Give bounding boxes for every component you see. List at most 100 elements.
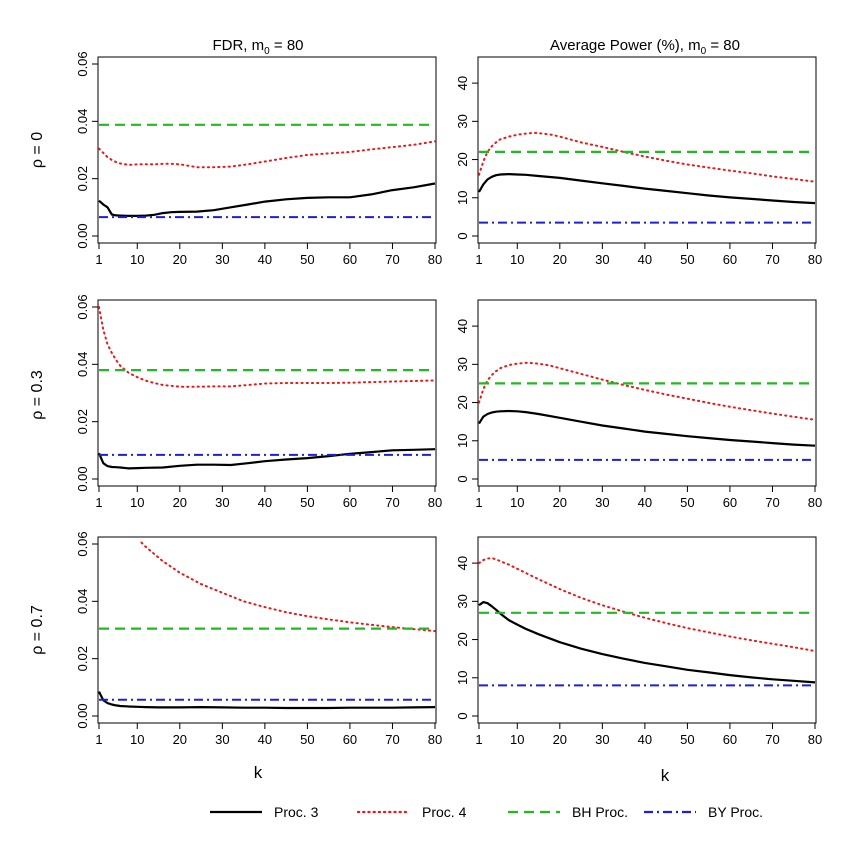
y-tick-label: 10 — [455, 434, 470, 448]
y-tick-label: 0.06 — [75, 51, 90, 76]
panel-power-rho-0.3: 0 10 20 30 40 1 10 20 30 40 50 60 70 80 — [455, 299, 822, 510]
x-tick-label: 70 — [765, 252, 779, 267]
y-tick-label: 0 — [455, 475, 470, 482]
x-tick-label: 10 — [510, 252, 524, 267]
plot-frame — [97, 536, 437, 724]
x-tick-label: 20 — [553, 495, 567, 510]
x-tick-label: 80 — [428, 495, 442, 510]
x-tick-label: 10 — [130, 495, 144, 510]
row-label-rho-0: ρ = 0 — [29, 132, 46, 168]
legend-label: Proc. 3 — [274, 804, 319, 820]
y-tick-label: 40 — [455, 319, 470, 333]
series-line-proc-3 — [478, 600, 816, 684]
x-tick-label: 20 — [173, 495, 187, 510]
x-tick-label: 80 — [428, 252, 442, 267]
x-axis-label-right: k — [661, 766, 670, 785]
x-tick-label: 70 — [385, 252, 399, 267]
col-title-fdr: FDR, m0 = 80 — [212, 37, 303, 57]
x-tick-label: 60 — [723, 495, 737, 510]
y-tick-label: 0.04 — [75, 109, 90, 134]
plot-frame — [97, 56, 437, 244]
y-tick-label: 0.04 — [75, 352, 90, 377]
x-tick-label: 40 — [258, 495, 272, 510]
x-tick-label: 20 — [173, 732, 187, 747]
x-tick-label: 70 — [765, 732, 779, 747]
x-tick-label: 40 — [638, 252, 652, 267]
plot-frame — [477, 56, 817, 244]
x-tick-label: 50 — [300, 495, 314, 510]
plot-frame — [97, 299, 437, 487]
series-line-proc-3 — [478, 173, 816, 205]
legend-label: Proc. 4 — [422, 804, 467, 820]
y-tick-label: 0 — [455, 232, 470, 239]
row-label-rho-0.3: ρ = 0.3 — [29, 370, 46, 420]
x-tick-label: 40 — [638, 495, 652, 510]
x-tick-label: 10 — [130, 252, 144, 267]
plot-frame — [477, 536, 817, 724]
x-tick-label: 1 — [95, 252, 102, 267]
y-tick-label: 20 — [455, 152, 470, 166]
plot-frame — [477, 299, 817, 487]
x-tick-label: 50 — [680, 732, 694, 747]
col-title-power: Average Power (%), m0 = 80 — [550, 37, 740, 57]
panel-fdr-rho-0: 0.00 0.02 0.04 0.06 1 10 20 30 40 50 60 70 80 — [75, 51, 442, 267]
y-tick-label: 30 — [455, 594, 470, 608]
y-tick-label: 40 — [455, 556, 470, 570]
series-line-proc-4 — [478, 557, 816, 652]
y-tick-label: 0.02 — [75, 646, 90, 671]
x-tick-label: 30 — [595, 732, 609, 747]
y-tick-label: 20 — [455, 395, 470, 409]
x-tick-label: 40 — [258, 252, 272, 267]
panel-fdr-rho-0.7: 0.00 0.02 0.04 0.06 1 10 20 30 40 50 60 70 80 — [75, 531, 442, 747]
x-tick-label: 30 — [215, 495, 229, 510]
x-tick-label: 30 — [215, 732, 229, 747]
series-line-proc-4 — [98, 306, 436, 388]
x-tick-label: 1 — [475, 495, 482, 510]
x-tick-label: 70 — [765, 495, 779, 510]
y-tick-label: 0.00 — [75, 223, 90, 248]
x-tick-label: 80 — [808, 252, 822, 267]
x-tick-label: 30 — [595, 252, 609, 267]
y-tick-label: 0.02 — [75, 409, 90, 434]
x-tick-label: 50 — [680, 495, 694, 510]
x-tick-label: 30 — [595, 495, 609, 510]
panel-power-rho-0: 0 10 20 30 40 1 10 20 30 40 50 60 70 80 — [455, 56, 822, 267]
series-line-proc-4 — [478, 361, 816, 421]
x-tick-label: 60 — [343, 732, 357, 747]
series-line-proc-4 — [478, 131, 816, 183]
x-tick-label: 70 — [385, 732, 399, 747]
x-tick-label: 1 — [95, 495, 102, 510]
x-tick-label: 50 — [300, 252, 314, 267]
x-tick-label: 50 — [300, 732, 314, 747]
y-tick-label: 10 — [455, 191, 470, 205]
x-tick-label: 20 — [553, 252, 567, 267]
x-tick-label: 30 — [215, 252, 229, 267]
x-tick-label: 60 — [723, 732, 737, 747]
legend-label: BY Proc. — [708, 804, 763, 820]
y-tick-label: 30 — [455, 114, 470, 128]
panel-power-rho-0.7: 0 10 20 30 40 1 10 20 30 40 50 60 70 80 — [455, 536, 822, 747]
x-tick-label: 1 — [95, 732, 102, 747]
x-tick-label: 60 — [343, 495, 357, 510]
x-tick-label: 40 — [258, 732, 272, 747]
series-line-proc-3 — [98, 448, 436, 470]
series-line-proc-4 — [98, 140, 436, 169]
y-tick-label: 0.02 — [75, 166, 90, 191]
x-tick-label: 80 — [808, 732, 822, 747]
y-tick-label: 0.00 — [75, 703, 90, 728]
series-line-proc-3 — [98, 691, 436, 710]
x-tick-label: 80 — [428, 732, 442, 747]
x-tick-label: 50 — [680, 252, 694, 267]
x-tick-label: 1 — [475, 732, 482, 747]
y-tick-label: 10 — [455, 671, 470, 685]
x-tick-label: 40 — [638, 732, 652, 747]
legend: Proc. 3 Proc. 4 BH Proc. BY Proc. — [210, 804, 763, 820]
x-tick-label: 20 — [553, 732, 567, 747]
x-tick-label: 80 — [808, 495, 822, 510]
x-axis-label-left: k — [254, 763, 263, 782]
y-tick-label: 0.04 — [75, 589, 90, 614]
legend-label: BH Proc. — [572, 804, 628, 820]
y-tick-label: 30 — [455, 357, 470, 371]
x-tick-label: 60 — [343, 252, 357, 267]
